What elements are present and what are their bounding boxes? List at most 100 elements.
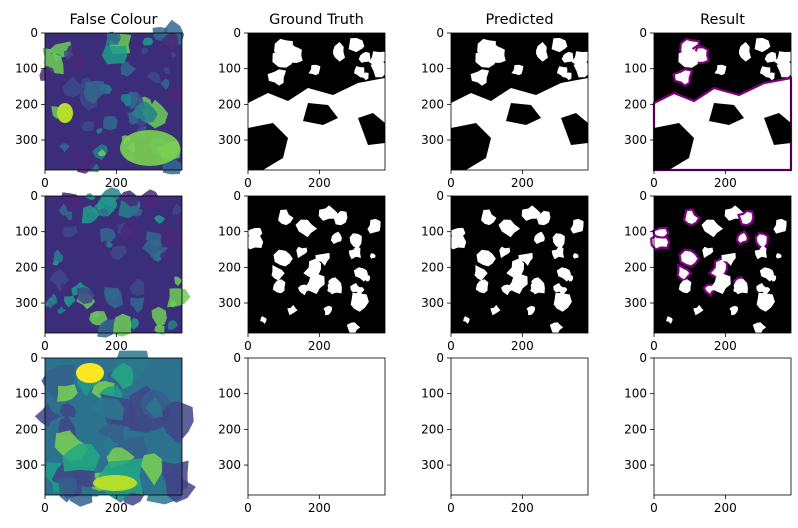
- panel-r2-c3-mask: [448, 205, 584, 334]
- panel-r2-c4-frame: [653, 195, 792, 334]
- column-title: Ground Truth: [269, 12, 364, 28]
- panel-r1-c2-region: [303, 103, 338, 125]
- panel-r1-c1-texture: [120, 94, 132, 107]
- panel-r1-c3-ytick-label: 200: [421, 97, 444, 111]
- panel-r3-c1-xtick-label: 0: [41, 501, 49, 515]
- panel-r2-c4-region: [776, 253, 782, 259]
- panel-r1-c1-texture: [107, 32, 121, 45]
- panel-r3-c4-xtick-label: 0: [650, 501, 658, 515]
- panel-r2-c3-region: [535, 210, 551, 226]
- panel-r2-c2-xtick-label: 200: [308, 339, 331, 353]
- panel-r2-c3-region: [553, 292, 572, 312]
- panel-r1-c3-region: [475, 48, 495, 68]
- panel-r2-c3-region: [506, 258, 524, 278]
- panel-r1-c1-xtick-label: 0: [41, 176, 49, 190]
- panel-r2-c2-ytick-label: 100: [218, 225, 241, 239]
- panel-r1-c4-region: [654, 123, 694, 170]
- panel-r2-c1-texture: [101, 240, 107, 248]
- panel-r3-c1-texture: [34, 403, 61, 427]
- panel-r2-c2-region: [346, 322, 361, 334]
- panel-r3-c1: [34, 350, 196, 507]
- panel-r2-c1-texture: [53, 249, 64, 263]
- panel-r3-c2-empty: [248, 358, 385, 495]
- panel-r2-c1-texture: [159, 251, 170, 261]
- panel-r2-c4-mismatch-edge: [682, 208, 702, 227]
- panel-r2-c1-texture: [60, 192, 83, 211]
- panel-r3-c4-ytick-label: 200: [624, 422, 647, 436]
- panel-r2-c4-region: [759, 267, 774, 282]
- panel-r1-c4-region: [709, 103, 744, 125]
- panel-r3-c1-texture: [145, 397, 163, 418]
- panel-r2-c2-region: [287, 304, 298, 316]
- panel-r2-c1-texture: [110, 245, 127, 261]
- panel-r1-c1-texture: [103, 116, 118, 131]
- panel-r2-c1-texture: [62, 225, 78, 238]
- panel-r1-c4-ytick-label: 200: [624, 97, 647, 111]
- panel-r2-c2-region: [273, 249, 293, 267]
- column-title: Result: [700, 12, 745, 28]
- panel-r2-c3-region: [498, 219, 521, 238]
- panel-r2-c4-mismatch-edge: [737, 209, 755, 227]
- panel-r2-c2-mask: [245, 205, 381, 334]
- panel-r1-c4-mismatch-edge: [672, 68, 694, 88]
- panel-r2-c1-ytick-label: 0: [30, 189, 38, 203]
- panel-r2-c1-texture: [81, 205, 100, 224]
- panel-r3-c2-ytick-label: 300: [218, 458, 241, 472]
- panel-r1-c1-texture: [162, 85, 182, 101]
- panel-r2-c1-frame: [44, 195, 183, 334]
- panel-r2-c2-region: [327, 278, 342, 295]
- panel-r1-c3-mask: [451, 38, 591, 170]
- panel-r2-c3-region: [526, 305, 535, 316]
- panel-r1-c2-ytick-label: 100: [218, 62, 241, 76]
- panel-r3-c3-empty: [451, 358, 588, 495]
- panel-r3-c2-frame: [247, 357, 386, 496]
- panel-r2-c2-region: [271, 265, 285, 281]
- panel-r2-c2-region: [348, 245, 361, 260]
- panel-r1-c4-ytick-label: 100: [624, 62, 647, 76]
- panel-r3-c1-ytick-label: 0: [30, 351, 38, 365]
- panel-r2-c3-region: [490, 304, 501, 316]
- panel-r1-c1-texture: [39, 65, 56, 82]
- panel-r2-c4-mismatch-edge: [754, 232, 769, 250]
- panel-r2-c2-ytick-label: 0: [233, 189, 241, 203]
- panel-r3-c1-bright-spot: [76, 363, 104, 383]
- panel-r2-c1-texture: [60, 282, 68, 293]
- panel-r2-c1-texture: [174, 276, 183, 286]
- panel-r1-c1-ytick-label: 300: [15, 133, 38, 147]
- panel-r1-c4-region: [764, 113, 791, 145]
- panel-r1-c4-region: [678, 48, 698, 68]
- panel-r3-c4-frame: [653, 357, 792, 496]
- panel-r2-c1-texture: [117, 190, 140, 207]
- panel-r2-c1-texture: [160, 228, 181, 248]
- panel-r1-c3-region: [536, 42, 548, 62]
- panel-r2-c3-region: [475, 279, 489, 294]
- panel-r1-c3-region: [451, 123, 491, 170]
- panel-r2-c3-region: [556, 267, 571, 282]
- panel-r2-c1-texture: [129, 278, 145, 296]
- panel-r2-c3-region: [533, 231, 545, 244]
- panel-r3-c1-ytick-label: 200: [15, 422, 38, 436]
- panel-r2-c4-region: [756, 292, 775, 312]
- panel-r2-c1-texture: [131, 206, 143, 217]
- panel-r2-c4-region: [709, 258, 727, 278]
- panel-r2-c2-ytick-label: 200: [218, 260, 241, 274]
- panel-r1-c4-region: [764, 51, 777, 63]
- panel-r1-c3-ytick-label: 300: [421, 133, 444, 147]
- panel-r2-c1-texture: [48, 293, 58, 305]
- panel-r3-c4-empty: [654, 358, 791, 495]
- panel-r2-c2-region: [260, 316, 267, 324]
- panel-r1-c1-texture: [147, 71, 161, 84]
- panel-r2-c4-mismatch-edge: [735, 230, 750, 246]
- panel-r1-c2-region: [355, 41, 363, 51]
- panel-r2-c4-ytick-label: 200: [624, 260, 647, 274]
- panel-r1-c2-ytick-label: 300: [218, 133, 241, 147]
- panel-r1-c2-region: [358, 51, 371, 63]
- panel-r3-c3-frame: [450, 357, 589, 496]
- panel-r1-c1-texture: [64, 49, 74, 60]
- panel-r2-c3-xtick-label: 200: [511, 339, 534, 353]
- panel-r2-c2-region: [323, 305, 332, 316]
- panel-r2-c4-ytick-label: 300: [624, 296, 647, 310]
- panel-r1-c1-texture: [58, 143, 70, 153]
- panel-r2-c4-region: [752, 322, 767, 334]
